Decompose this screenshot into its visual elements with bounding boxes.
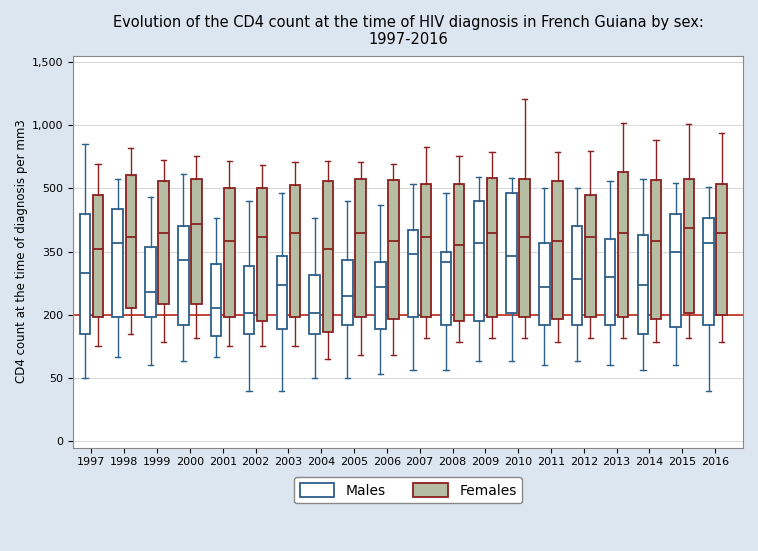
PathPatch shape — [421, 184, 431, 317]
PathPatch shape — [553, 181, 562, 319]
PathPatch shape — [322, 181, 333, 332]
Legend: Males, Females: Males, Females — [294, 477, 522, 503]
PathPatch shape — [572, 226, 582, 325]
PathPatch shape — [80, 214, 90, 334]
Y-axis label: CD4 count at the time of diagnosis per mm3: CD4 count at the time of diagnosis per m… — [15, 120, 28, 383]
PathPatch shape — [191, 179, 202, 304]
PathPatch shape — [703, 218, 714, 325]
PathPatch shape — [375, 262, 386, 329]
PathPatch shape — [487, 177, 497, 317]
PathPatch shape — [585, 195, 596, 317]
PathPatch shape — [309, 275, 320, 334]
PathPatch shape — [211, 264, 221, 336]
PathPatch shape — [474, 201, 484, 321]
PathPatch shape — [716, 184, 727, 315]
PathPatch shape — [112, 209, 123, 317]
PathPatch shape — [146, 247, 156, 317]
PathPatch shape — [605, 239, 615, 325]
PathPatch shape — [440, 251, 451, 325]
PathPatch shape — [506, 192, 517, 312]
PathPatch shape — [408, 230, 418, 317]
PathPatch shape — [158, 181, 169, 304]
PathPatch shape — [126, 175, 136, 309]
PathPatch shape — [277, 256, 287, 329]
PathPatch shape — [178, 226, 189, 325]
PathPatch shape — [539, 243, 550, 325]
PathPatch shape — [342, 260, 352, 325]
PathPatch shape — [257, 188, 268, 321]
PathPatch shape — [618, 172, 628, 317]
PathPatch shape — [671, 214, 681, 327]
PathPatch shape — [637, 235, 648, 334]
PathPatch shape — [684, 179, 694, 312]
PathPatch shape — [92, 195, 103, 317]
PathPatch shape — [224, 188, 234, 317]
PathPatch shape — [454, 184, 465, 321]
PathPatch shape — [290, 185, 300, 317]
PathPatch shape — [651, 180, 661, 319]
Title: Evolution of the CD4 count at the time of HIV diagnosis in French Guiana by sex:: Evolution of the CD4 count at the time o… — [113, 15, 703, 47]
PathPatch shape — [519, 179, 530, 317]
PathPatch shape — [388, 180, 399, 319]
PathPatch shape — [244, 266, 254, 334]
PathPatch shape — [356, 179, 366, 317]
